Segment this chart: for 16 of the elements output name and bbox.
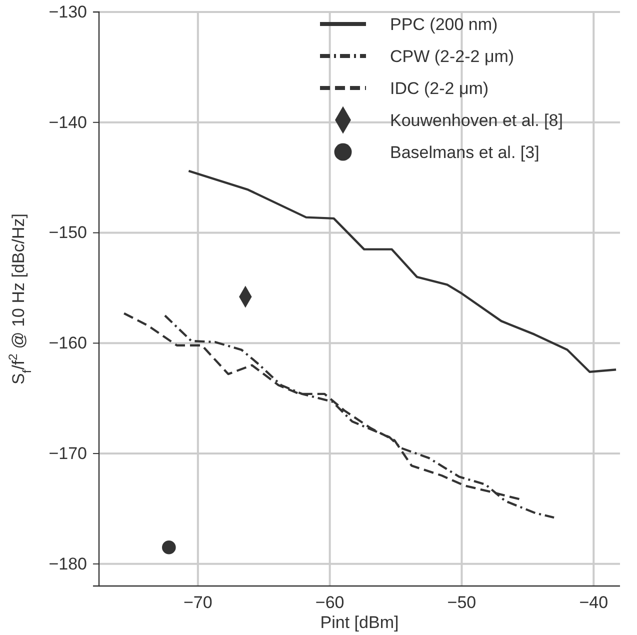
x-tick-label: −60 [315,593,344,612]
legend-label: Kouwenhoven et al. [8] [390,110,563,130]
y-tick-label: −170 [48,444,87,463]
x-tick-label: −40 [579,593,608,612]
x-tick-label: −70 [184,593,212,612]
legend-label: Baselmans et al. [3] [390,142,540,162]
legend-label: PPC (200 nm) [390,14,498,34]
y-tick-label: −130 [48,2,87,22]
y-tick-label: −160 [48,334,87,353]
legend-label: CPW (2-2-2 μm) [390,46,514,66]
y-tick-label: −140 [48,112,87,132]
x-tick-label: −50 [447,593,476,612]
legend-label: IDC (2-2 μm) [390,78,489,98]
y-tick-label: −150 [48,223,87,242]
x-axis-title: Pint [dBm] [320,613,399,632]
y-tick-label: −180 [48,554,87,574]
